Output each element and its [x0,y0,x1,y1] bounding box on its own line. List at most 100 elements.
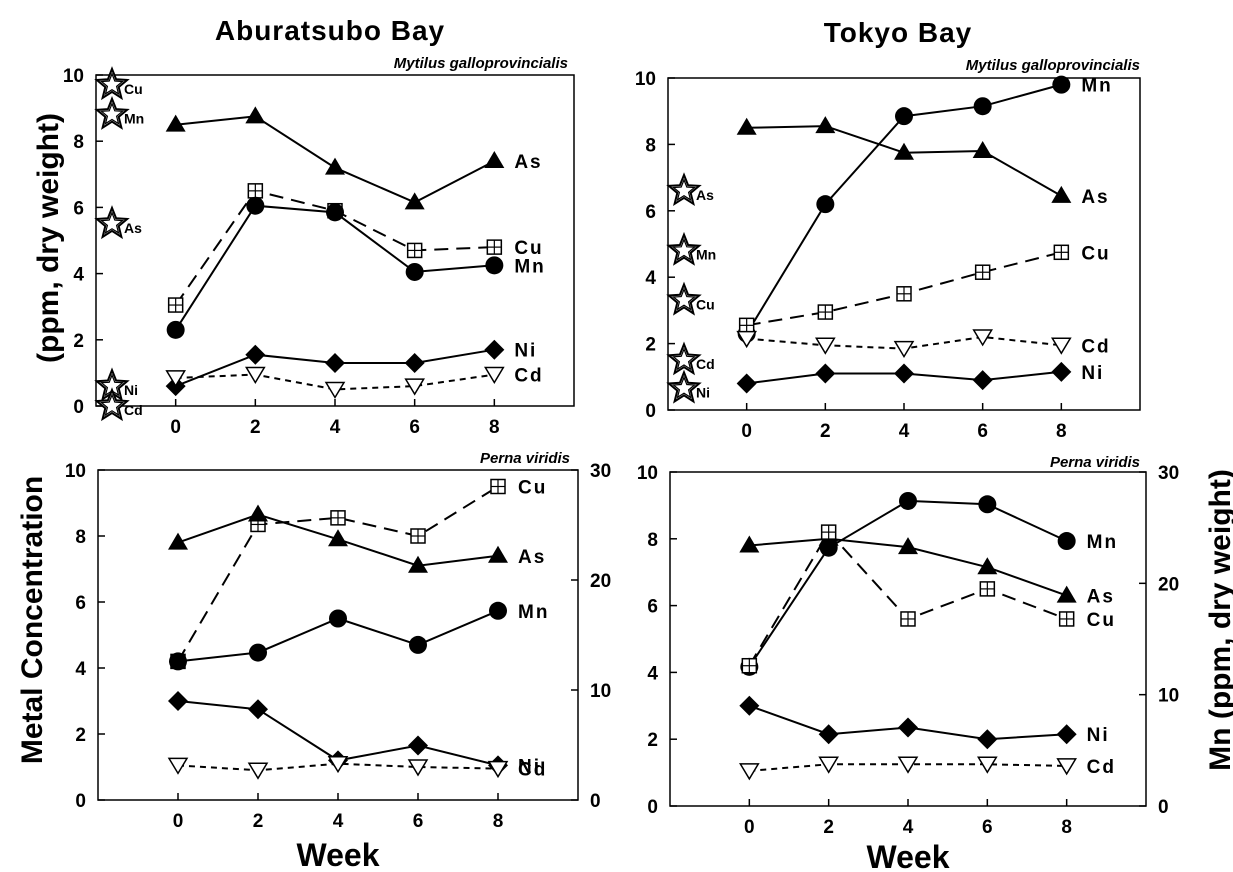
data-point-ni [818,724,839,745]
data-point-cu [738,317,755,334]
data-point-mn [409,635,427,654]
data-point-mn [329,609,347,628]
y-tick-label: 4 [645,268,656,289]
data-point-cu [820,524,837,540]
y2-tick-label: 10 [1158,686,1179,707]
panel-species-title: Perna viridis [1050,454,1140,471]
data-point-cd [324,381,346,399]
panel-species-title: Perna viridis [480,450,570,467]
reference-star-cu [94,66,130,101]
x-tick-label: 4 [330,417,341,438]
y2-tick-label: 30 [590,461,611,482]
reference-star-as [666,172,702,206]
data-point-as [488,545,508,563]
data-point-as [248,504,268,522]
reference-star-cd [94,387,130,422]
series-label-ni: Ni [514,341,537,362]
x-tick-label: 8 [489,417,500,438]
reference-star-label: Cu [124,81,143,97]
title-tokyo-bay: Tokyo Bay [824,17,973,48]
data-point-as [815,116,836,134]
reference-star-label: Mn [696,247,716,263]
reference-star-ni [666,369,702,404]
data-point-cd [977,756,998,774]
data-point-ni [168,691,188,711]
data-point-mn [326,203,344,222]
data-point-cd [972,329,993,347]
data-point-cd [1056,758,1077,776]
data-point-as [165,114,186,132]
y-tick-label: 10 [63,66,84,87]
data-point-mn [166,320,185,339]
panel-species-title: Mytilus galloprovincialis [966,57,1140,74]
reference-star-label: Mn [124,111,144,127]
reference-star-inner [671,178,697,202]
data-point-ni [898,717,918,738]
plot-frame [667,77,1141,411]
x-tick-label: 6 [977,421,988,442]
data-point-cu [1053,244,1070,261]
y-axis-label-left: Metal Concentration [16,476,49,764]
data-point-mn [249,643,267,662]
y-tick-label: 10 [65,461,86,482]
y-tick-label: 8 [645,135,656,156]
data-point-as [408,555,428,573]
title-aburatsubo-bay: Aburatsubo Bay [215,15,445,46]
data-point-cu [900,611,916,627]
reference-star-label: As [696,187,714,203]
y-tick-label: 6 [73,198,84,219]
data-point-mn [246,196,265,215]
data-point-as [328,529,348,547]
data-point-ni [408,735,428,756]
y2-tick-label: 10 [590,681,611,702]
reference-star-inner [99,72,125,96]
series-label-ni: Ni [1087,725,1110,746]
series-label-as: As [518,547,546,568]
data-point-as [972,141,993,159]
data-point-as [1051,185,1072,203]
x-tick-label: 2 [253,811,264,832]
series-line-mn [174,204,495,331]
data-point-cu [1058,611,1075,627]
data-point-as [404,192,425,210]
x-tick-label: 2 [250,417,261,438]
x-tick-label: 4 [903,817,914,838]
series-line-cu [177,485,499,662]
series-label-ni: Ni [518,756,541,777]
data-point-cd [893,340,915,359]
series-label-mn: Mn [514,256,545,277]
y-tick-label: 10 [637,463,658,484]
data-point-as [484,151,505,169]
x-tick-label: 8 [493,811,504,832]
data-point-cd [247,762,269,780]
data-point-ni [977,729,998,750]
series-line-cd [177,762,499,772]
y-tick-label: 8 [73,132,84,153]
data-point-cu [896,286,912,302]
x-tick-label: 8 [1061,817,1072,838]
x-tick-label: 0 [173,811,184,832]
y-tick-label: 2 [647,730,658,751]
series-label-cu: Cu [1081,243,1110,264]
y2-tick-label: 30 [1158,463,1179,484]
series-label-cu: Cu [514,238,543,259]
data-point-mn [405,262,424,281]
data-point-mn [169,652,187,671]
data-point-cu [979,581,996,597]
series-label-ni: Ni [1081,363,1104,384]
reference-star-label: Cu [696,296,715,312]
reference-star-inner [671,375,697,399]
data-point-ni [484,339,505,360]
x-tick-label: 6 [409,417,420,438]
data-point-cd [487,760,509,779]
data-point-ni [894,363,914,384]
y-tick-label: 4 [75,659,86,680]
data-point-ni [815,363,836,384]
data-point-as [898,537,918,555]
series-label-mn: Mn [518,602,549,623]
x-tick-label: 4 [333,811,344,832]
data-point-ni [736,373,757,394]
series-label-cd: Cd [518,760,547,781]
